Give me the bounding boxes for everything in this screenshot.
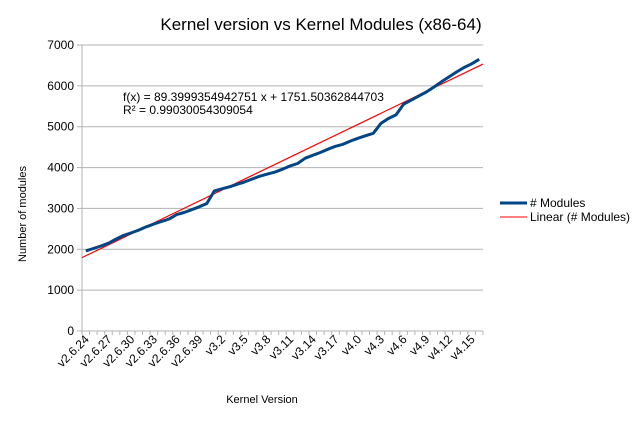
x-tick-label: v3.17 <box>311 332 342 363</box>
gridlines <box>82 44 483 291</box>
x-tick-label: v4.12 <box>424 332 455 363</box>
legend-label-linear: Linear (# Modules) <box>530 210 630 224</box>
series-layer <box>81 58 484 259</box>
y-tick-label: 7000 <box>47 38 74 52</box>
y-axis-title: Number of modules <box>17 166 29 262</box>
y-axis-ticks: 0 1000 2000 3000 4000 5000 6000 7000 <box>47 38 82 338</box>
y-tick-label: 6000 <box>47 79 74 93</box>
x-tick-label: v4.0 <box>338 332 364 358</box>
y-tick-label: 5000 <box>47 120 74 134</box>
y-tick-label: 2000 <box>47 242 74 256</box>
chart-title: Kernel version vs Kernel Modules (x86-64… <box>160 15 481 34</box>
x-tick-label: v4.6 <box>384 332 410 358</box>
series-line-modules <box>85 58 480 253</box>
x-tick-label: v3.2 <box>202 332 228 358</box>
y-tick-label: 4000 <box>47 161 74 175</box>
y-tick-label: 3000 <box>47 201 74 215</box>
x-tick-label: v3.14 <box>288 332 319 363</box>
x-tick-label: v4.3 <box>361 332 387 358</box>
legend-label-modules: # Modules <box>530 196 585 210</box>
x-axis-ticks: v2.6.24v2.6.27v2.6.30v2.6.33v2.6.36v2.6.… <box>54 331 484 370</box>
x-tick-label: v3.5 <box>225 332 251 358</box>
y-tick-label: 1000 <box>47 283 74 297</box>
trendline-r-squared: R² = 0.99030054309054 <box>123 103 253 117</box>
x-tick-label: v4.15 <box>447 332 478 363</box>
y-tick-label: 0 <box>67 324 74 338</box>
x-axis-title: Kernel Version <box>226 394 298 406</box>
trendline-equation: f(x) = 89.3999354942751 x + 1751.5036284… <box>123 90 384 104</box>
legend: # Modules Linear (# Modules) <box>500 196 630 224</box>
